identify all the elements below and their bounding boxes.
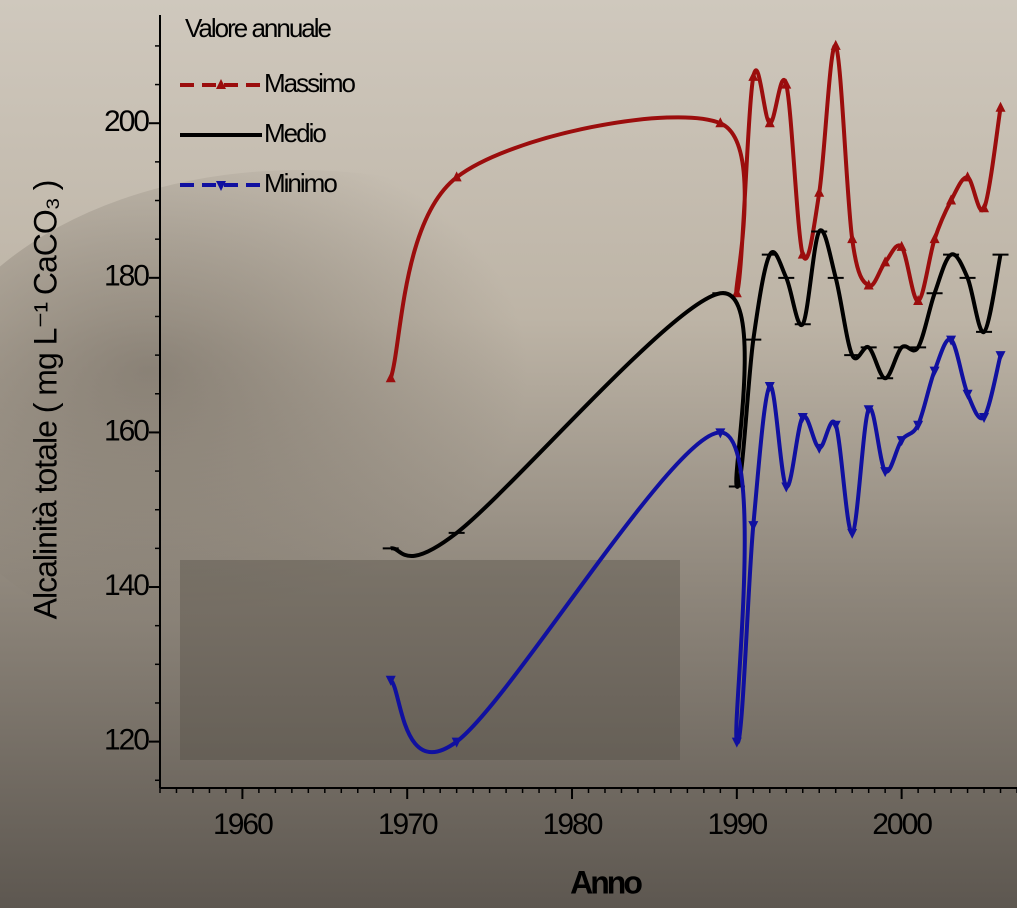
marker bbox=[761, 253, 778, 256]
legend-label: Massimo bbox=[264, 68, 356, 98]
marker bbox=[847, 233, 858, 244]
marker bbox=[715, 428, 726, 439]
marker bbox=[448, 531, 465, 534]
x-tick-label: 1960 bbox=[213, 808, 273, 841]
marker bbox=[451, 737, 462, 748]
marker bbox=[929, 233, 940, 244]
marker bbox=[913, 295, 924, 306]
y-tick-label: 120 bbox=[104, 724, 149, 757]
marker bbox=[778, 276, 795, 279]
marker bbox=[844, 354, 861, 357]
marker bbox=[976, 330, 993, 333]
marker bbox=[979, 412, 990, 423]
marker bbox=[863, 405, 874, 416]
legend-title: Valore annuale bbox=[185, 13, 332, 43]
y-tick-label: 200 bbox=[104, 105, 149, 138]
marker bbox=[959, 276, 976, 279]
marker bbox=[929, 366, 940, 377]
marker bbox=[860, 346, 877, 349]
marker bbox=[946, 194, 957, 205]
marker bbox=[962, 171, 973, 182]
marker bbox=[926, 292, 943, 295]
x-tick-label: 1990 bbox=[707, 808, 767, 841]
marker bbox=[847, 528, 858, 539]
marker bbox=[385, 675, 396, 686]
y-tick-label: 140 bbox=[104, 569, 149, 602]
y-tick-label: 160 bbox=[104, 414, 149, 447]
marker bbox=[814, 186, 825, 197]
marker bbox=[216, 79, 226, 89]
x-axis-label: Anno bbox=[570, 864, 642, 900]
marker bbox=[715, 117, 726, 128]
x-tick-label: 1970 bbox=[378, 808, 438, 841]
marker bbox=[764, 382, 775, 393]
marker bbox=[794, 323, 811, 326]
marker bbox=[893, 346, 910, 349]
marker bbox=[995, 101, 1006, 112]
background-shade bbox=[180, 560, 680, 760]
marker bbox=[877, 377, 894, 380]
marker bbox=[880, 256, 891, 267]
marker bbox=[797, 412, 808, 423]
y-tick-label: 180 bbox=[104, 260, 149, 293]
marker bbox=[748, 521, 759, 532]
marker bbox=[946, 335, 957, 346]
marker bbox=[943, 253, 960, 256]
legend-label: Medio bbox=[264, 118, 326, 148]
marker bbox=[731, 737, 742, 748]
marker bbox=[764, 117, 775, 128]
marker bbox=[382, 547, 399, 550]
marker bbox=[896, 240, 907, 251]
marker bbox=[830, 420, 841, 431]
marker bbox=[830, 39, 841, 50]
marker bbox=[216, 181, 226, 191]
marker bbox=[913, 420, 924, 431]
legend: Massimo Medio Minimo bbox=[180, 68, 358, 198]
marker bbox=[451, 171, 462, 182]
marker bbox=[827, 276, 844, 279]
legend-label: Minimo bbox=[264, 168, 337, 198]
x-tick-label: 1980 bbox=[543, 808, 603, 841]
x-tick-label: 2000 bbox=[872, 808, 932, 841]
marker bbox=[979, 202, 990, 213]
marker bbox=[995, 351, 1006, 362]
marker bbox=[896, 436, 907, 447]
background-shade bbox=[0, 170, 680, 670]
marker bbox=[781, 482, 792, 493]
marker bbox=[748, 70, 759, 81]
marker bbox=[880, 467, 891, 478]
marker bbox=[814, 443, 825, 454]
marker bbox=[992, 253, 1009, 256]
marker bbox=[745, 338, 762, 341]
marker bbox=[731, 287, 742, 298]
marker bbox=[863, 279, 874, 290]
marker bbox=[797, 248, 808, 259]
marker bbox=[811, 230, 828, 233]
marker bbox=[213, 134, 229, 136]
marker bbox=[712, 292, 729, 295]
marker bbox=[385, 372, 396, 383]
marker bbox=[781, 78, 792, 89]
plot: 1960 1970 1980 1990 2000 120 140 160 180 200 Massi… bbox=[104, 15, 1017, 841]
marker bbox=[962, 389, 973, 400]
y-axis-label: Alcalinità totale ( mg L⁻¹ CaCO₃ ) bbox=[27, 181, 63, 620]
marker bbox=[910, 346, 927, 349]
